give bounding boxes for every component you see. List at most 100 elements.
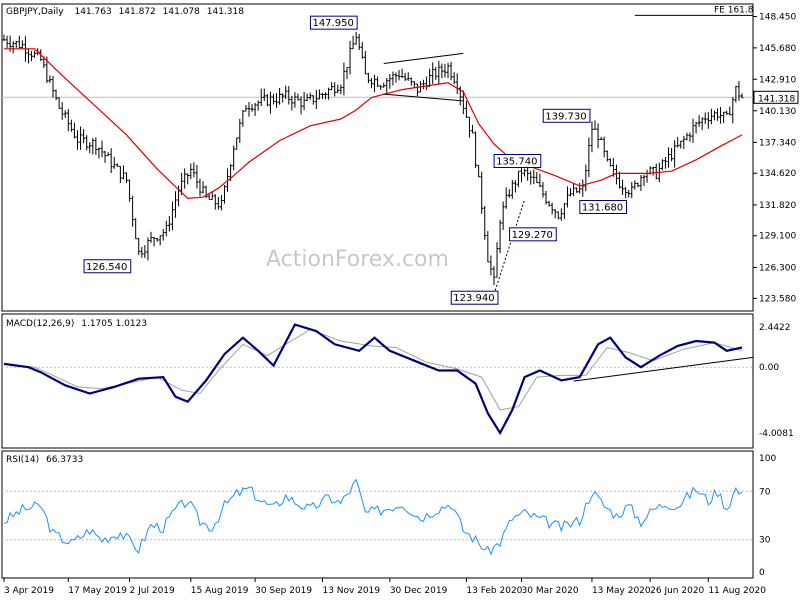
price-bar xyxy=(183,168,187,189)
x-axis-date-label: 30 Mar 2020 xyxy=(522,586,579,596)
price-bar xyxy=(581,179,585,197)
price-bar xyxy=(198,178,202,197)
swing-label-box xyxy=(509,227,557,242)
price-bar xyxy=(615,164,618,185)
price-bar xyxy=(125,172,128,183)
price-bar xyxy=(654,163,658,180)
price-bar xyxy=(269,91,272,114)
price-bar xyxy=(394,72,398,83)
price-axis-tick-label: 137.340 xyxy=(759,138,796,148)
price-bar xyxy=(706,112,710,129)
price-bar xyxy=(611,158,615,177)
price-bar xyxy=(122,165,125,180)
price-bar xyxy=(719,107,722,124)
price-axis-tick-label: 148.450 xyxy=(759,12,796,22)
price-bar xyxy=(642,174,646,186)
price-bar xyxy=(103,150,107,163)
price-bar xyxy=(11,40,15,54)
price-bar xyxy=(180,172,184,196)
price-bar xyxy=(385,77,389,94)
price-bar xyxy=(305,93,309,102)
price-bar xyxy=(342,62,346,96)
price-bar xyxy=(128,179,131,202)
x-axis-date-label: 17 May 2019 xyxy=(68,586,127,596)
price-bar xyxy=(700,117,704,130)
price-bar xyxy=(20,40,24,50)
price-bar xyxy=(468,116,471,138)
price-bar xyxy=(14,41,18,49)
rsi-axis-tick-label: 100 xyxy=(759,454,776,464)
price-bar xyxy=(523,168,526,177)
price-bar xyxy=(562,203,566,220)
price-bar xyxy=(556,211,560,220)
price-bar xyxy=(265,93,269,107)
rsi-pane-frame xyxy=(1,450,754,579)
price-bar xyxy=(262,88,266,102)
price-bar xyxy=(115,163,119,167)
price-bar xyxy=(360,41,364,59)
price-bar xyxy=(253,102,257,116)
price-bar xyxy=(590,121,594,153)
price-bar xyxy=(443,63,447,78)
price-bar xyxy=(400,68,404,78)
price-bar xyxy=(709,108,713,125)
price-bar xyxy=(146,237,150,261)
price-bar xyxy=(66,109,70,132)
price-bar xyxy=(314,90,318,109)
price-bar xyxy=(569,188,572,197)
rsi-axis-tick-label: 30 xyxy=(759,536,771,546)
price-bar xyxy=(474,131,477,168)
price-bar xyxy=(673,140,677,168)
swing-label-box xyxy=(579,200,628,215)
price-bar xyxy=(547,200,551,207)
price-bar xyxy=(416,83,419,97)
price-bar xyxy=(88,142,92,154)
price-bar xyxy=(446,62,450,78)
macd-axis-tick-label: 2.4422 xyxy=(759,323,791,333)
x-axis-date-label: 30 Dec 2019 xyxy=(390,586,448,596)
price-bar xyxy=(167,216,171,232)
swing-label: 131.680 xyxy=(579,200,628,215)
price-bar xyxy=(76,130,79,150)
price-bar xyxy=(79,126,82,150)
price-bar xyxy=(412,81,416,88)
price-bar xyxy=(599,136,603,141)
price-bar xyxy=(737,81,741,101)
macd-layer xyxy=(2,323,754,436)
price-bar xyxy=(602,136,606,158)
price-bar xyxy=(688,132,692,142)
price-bar xyxy=(397,70,401,81)
price-bar xyxy=(572,183,575,197)
price-bar xyxy=(685,132,689,141)
price-bar xyxy=(437,60,441,85)
fib-extension-label: FE 161.8 xyxy=(714,5,754,15)
price-bar xyxy=(587,137,591,178)
price-bar xyxy=(284,85,288,100)
price-bar xyxy=(538,173,542,188)
price-bar xyxy=(2,34,6,41)
price-axis-tick-label: 142.910 xyxy=(759,75,796,85)
macd-line xyxy=(3,323,743,436)
price-bar xyxy=(73,122,76,139)
price-bar xyxy=(235,137,239,150)
price-pane-frame xyxy=(1,3,754,312)
price-bar xyxy=(449,61,453,81)
price-bar xyxy=(27,48,30,64)
price-bar xyxy=(357,33,361,51)
price-bar xyxy=(651,166,655,176)
price-bar xyxy=(501,201,505,230)
price-bar xyxy=(143,245,147,259)
price-bar xyxy=(406,72,410,81)
price-bar xyxy=(296,93,300,101)
macd-axis-tick-label: 0.00 xyxy=(759,363,779,373)
price-bar xyxy=(333,82,337,97)
watermark: ActionForex.com xyxy=(266,247,449,272)
price-bar xyxy=(645,169,649,183)
price-bar xyxy=(290,95,294,111)
price-bar xyxy=(106,152,110,157)
price-bar xyxy=(17,35,21,49)
price-bar xyxy=(348,40,352,75)
price-bar xyxy=(532,169,536,185)
price-bar xyxy=(452,72,456,85)
price-bar xyxy=(559,208,563,221)
